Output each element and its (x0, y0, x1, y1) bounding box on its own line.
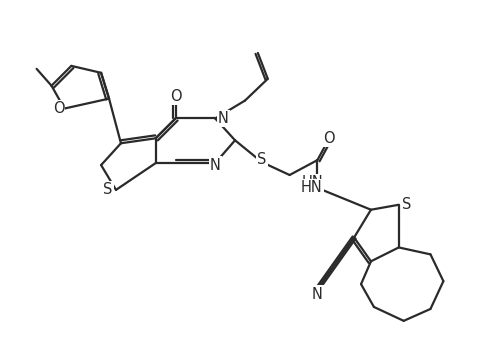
Text: O: O (323, 131, 335, 146)
Text: N: N (209, 158, 220, 172)
Text: O: O (169, 89, 181, 104)
Text: O: O (52, 101, 64, 116)
Text: S: S (103, 182, 112, 197)
Text: S: S (257, 152, 266, 166)
Text: S: S (401, 197, 410, 212)
Text: N: N (217, 111, 228, 126)
Text: N: N (312, 287, 322, 302)
Text: HN: HN (301, 175, 323, 190)
Text: HN: HN (300, 181, 322, 195)
